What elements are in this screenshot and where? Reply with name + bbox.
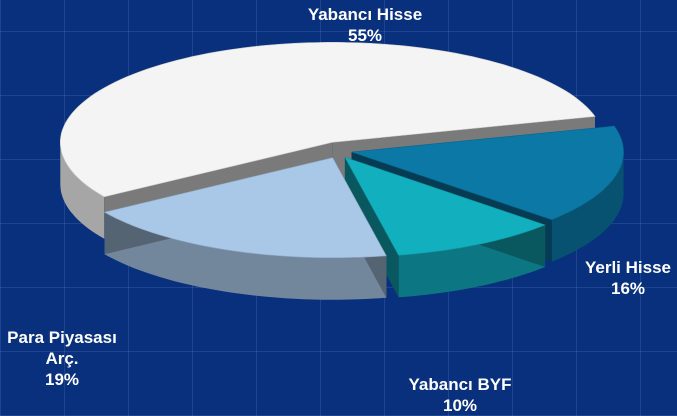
slice-value-label: 19% xyxy=(44,370,80,389)
slice-label: Yabancı BYF xyxy=(408,375,512,394)
slice xyxy=(103,157,387,258)
slice xyxy=(344,156,546,256)
slice-value-label: 55% xyxy=(347,26,383,45)
label-group: Yabancı Hisse 55% xyxy=(265,4,465,46)
slice-side xyxy=(60,142,105,239)
slice-side xyxy=(104,212,387,300)
slice xyxy=(351,125,624,221)
slice-value-label: 16% xyxy=(610,279,646,298)
slice xyxy=(60,42,596,198)
slice-value-label: 10% xyxy=(442,396,478,415)
label-group: Yerli Hisse 16% xyxy=(563,257,677,299)
label-group: Yabancı BYF 10% xyxy=(390,374,530,416)
slice-label: Para Piyasası Arç. xyxy=(7,328,117,368)
label-group: Para Piyasası Arç. 19% xyxy=(3,327,121,390)
slice-side xyxy=(551,152,624,262)
slice-label: Yabancı Hisse xyxy=(307,5,423,24)
slice-label: Yerli Hisse xyxy=(584,258,671,277)
